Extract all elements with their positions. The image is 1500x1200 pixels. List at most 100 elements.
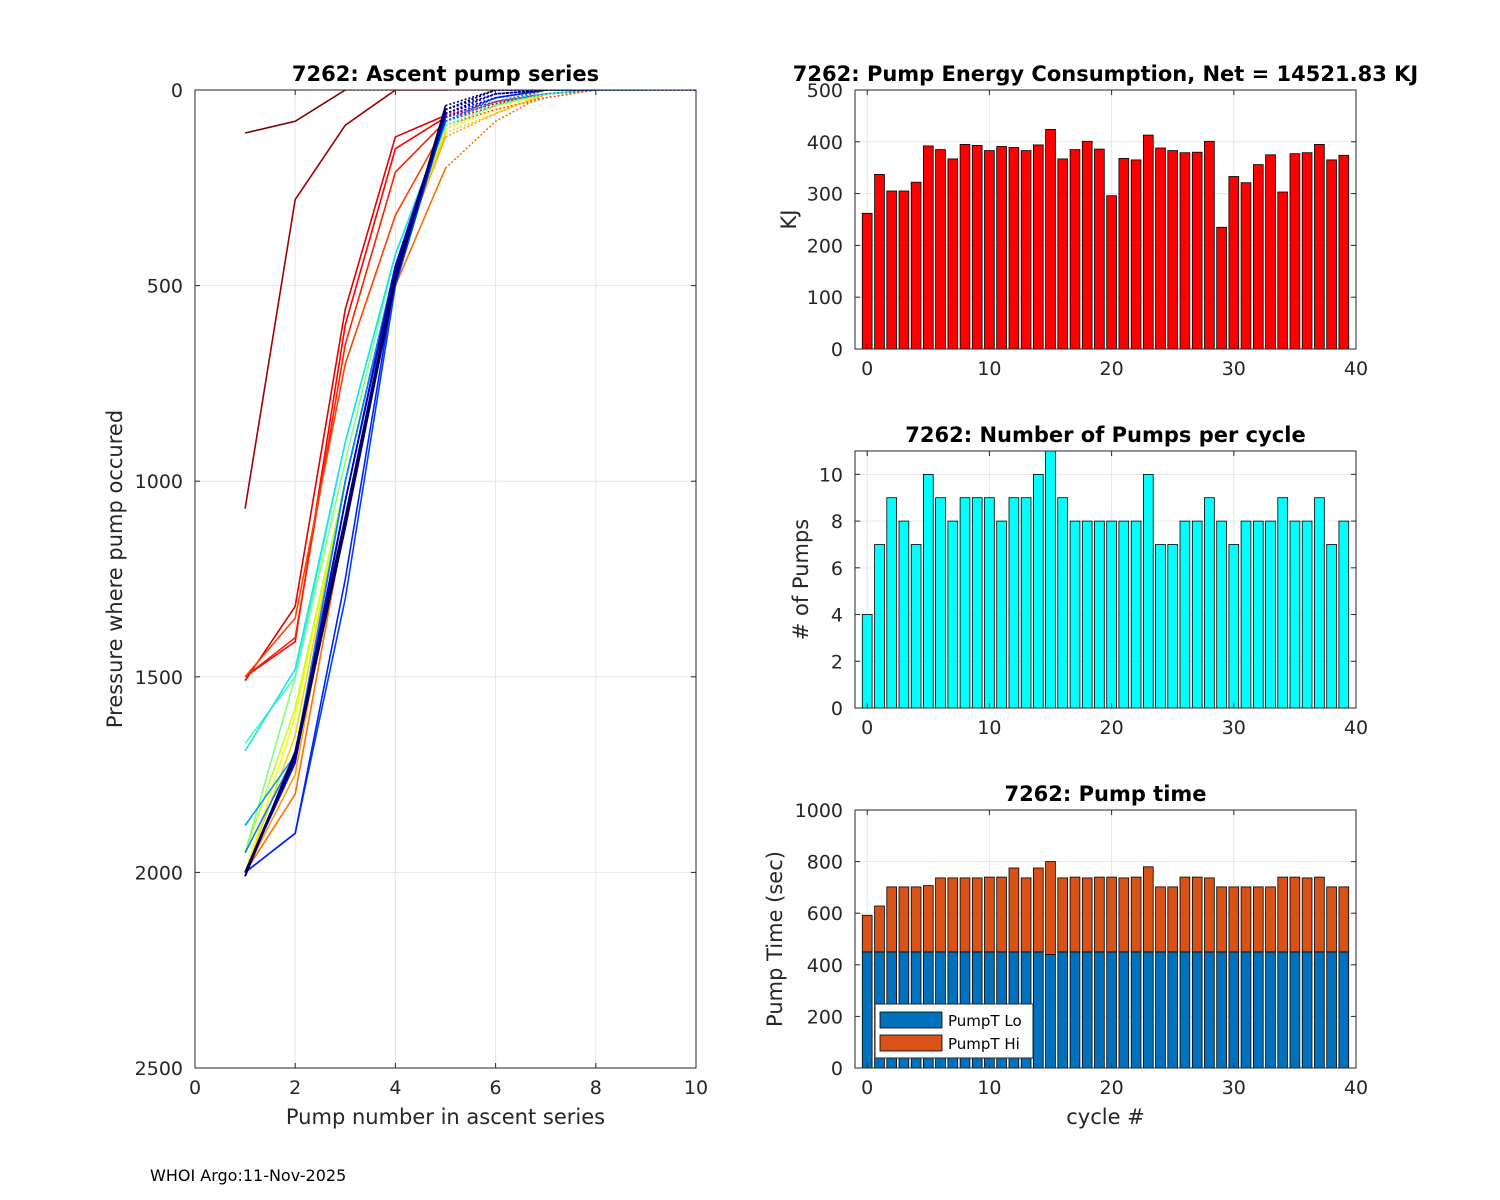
- bar-hi-cycle-34: [1277, 876, 1289, 953]
- y-tick-label: 500: [147, 276, 183, 298]
- y-tick-label: 600: [807, 903, 843, 925]
- y-tick-label: 800: [807, 852, 843, 874]
- bar-lo-cycle-21: [1118, 951, 1130, 1069]
- y-axis-label: KJ: [777, 210, 801, 230]
- y-tick-label: 0: [171, 80, 183, 102]
- bar-lo-cycle-22: [1130, 951, 1142, 1069]
- x-tick-label: 30: [1222, 717, 1246, 739]
- legend-swatch: [879, 1011, 943, 1029]
- series-line-dotted-cycle-5: [445, 90, 696, 126]
- x-tick-label: 10: [684, 1077, 708, 1099]
- bar-lo-cycle-35: [1289, 951, 1301, 1069]
- bar-cycle-32: [1253, 164, 1264, 350]
- bar-cycle-25: [1167, 150, 1179, 350]
- bar-cycle-5: [923, 473, 934, 709]
- bar-hi-cycle-14: [1033, 867, 1044, 953]
- bar-cycle-13: [1020, 497, 1032, 709]
- y-tick-label: 2000: [135, 862, 183, 884]
- x-tick-label: 6: [490, 1077, 502, 1099]
- bar-cycle-31: [1240, 182, 1252, 350]
- axes-frame: [854, 89, 1357, 350]
- bar-hi-cycle-31: [1240, 886, 1252, 953]
- bar-cycle-30: [1228, 176, 1240, 350]
- bar-cycle-19: [1094, 520, 1105, 709]
- bar-hi-cycle-27: [1191, 876, 1203, 953]
- y-tick-label: 2: [831, 651, 843, 673]
- bar-lo-cycle-0: [861, 951, 873, 1069]
- chart-title: 7262: Ascent pump series: [292, 62, 599, 86]
- y-tick-label: 400: [807, 132, 843, 154]
- bar-hi-cycle-21: [1118, 877, 1130, 953]
- bar-hi-cycle-36: [1301, 877, 1313, 953]
- bar-hi-cycle-4: [910, 886, 922, 953]
- bar-cycle-36: [1301, 152, 1313, 350]
- bar-hi-cycle-6: [935, 877, 946, 953]
- bar-hi-cycle-3: [898, 886, 910, 953]
- y-tick-label: 10: [819, 464, 843, 486]
- bar-lo-cycle-15: [1045, 954, 1056, 1069]
- bar-hi-cycle-15: [1045, 861, 1056, 955]
- bar-hi-cycle-30: [1228, 886, 1240, 953]
- x-tick-label: 8: [590, 1077, 602, 1099]
- bar-hi-cycle-25: [1167, 886, 1179, 953]
- y-tick-label: 0: [831, 1058, 843, 1080]
- y-tick-label: 100: [807, 287, 843, 309]
- bar-cycle-4: [910, 544, 922, 709]
- bar-cycle-29: [1216, 226, 1227, 350]
- y-tick-label: 500: [807, 80, 843, 102]
- bar-cycle-38: [1326, 159, 1337, 350]
- legend-label: PumpT Hi: [948, 1035, 1020, 1053]
- bar-cycle-34: [1277, 497, 1289, 709]
- bar-cycle-27: [1191, 520, 1203, 709]
- series-line-dotted-cycle-11: [445, 90, 596, 126]
- bar-lo-cycle-32: [1253, 951, 1264, 1069]
- series-line-cycle-4: [244, 120, 447, 678]
- bar-cycle-14: [1033, 144, 1044, 350]
- axes-frame: [194, 89, 697, 1069]
- bar-cycle-15: [1045, 128, 1056, 350]
- bar-hi-cycle-28: [1204, 877, 1215, 953]
- bar-cycle-31: [1240, 520, 1252, 709]
- bar-cycle-39: [1338, 154, 1350, 350]
- series-line-cycle-13: [244, 121, 447, 752]
- bar-hi-cycle-2: [886, 886, 897, 953]
- x-tick-label: 30: [1222, 358, 1246, 380]
- bar-hi-cycle-10: [984, 876, 995, 953]
- legend-label: PumpT Lo: [948, 1012, 1022, 1030]
- bar-lo-cycle-16: [1057, 951, 1069, 1069]
- x-axis-label: Pump number in ascent series: [286, 1105, 605, 1129]
- y-tick-label: 6: [831, 558, 843, 580]
- y-tick-label: 0: [831, 339, 843, 361]
- series-line-cycle-0: [244, 90, 346, 134]
- x-tick-label: 20: [1100, 1077, 1124, 1099]
- y-tick-label: 300: [807, 184, 843, 206]
- bar-cycle-8: [959, 143, 971, 350]
- bar-lo-cycle-27: [1191, 951, 1203, 1069]
- bar-cycle-0: [861, 212, 873, 350]
- y-tick-label: 200: [807, 235, 843, 257]
- chart-title: 7262: Pump time: [1004, 782, 1206, 806]
- bar-lo-cycle-34: [1277, 951, 1289, 1069]
- bar-hi-cycle-5: [923, 885, 934, 953]
- y-tick-label: 8: [831, 511, 843, 533]
- bar-hi-cycle-16: [1057, 877, 1069, 953]
- bar-cycle-32: [1253, 520, 1264, 709]
- bar-lo-cycle-29: [1216, 951, 1227, 1069]
- y-tick-label: 1000: [135, 471, 183, 493]
- bar-hi-cycle-39: [1338, 886, 1350, 953]
- bar-cycle-19: [1094, 148, 1105, 350]
- bar-cycle-16: [1057, 158, 1069, 350]
- x-tick-label: 40: [1344, 1077, 1368, 1099]
- bar-lo-cycle-36: [1301, 951, 1313, 1069]
- bar-cycle-12: [1008, 497, 1020, 709]
- bar-hi-cycle-29: [1216, 886, 1227, 953]
- bar-hi-cycle-11: [996, 876, 1007, 953]
- bar-hi-cycle-35: [1289, 876, 1301, 953]
- x-tick-label: 0: [189, 1077, 201, 1099]
- x-tick-label: 10: [977, 358, 1001, 380]
- series-line-dotted-cycle-29: [445, 90, 546, 107]
- y-tick-label: 400: [807, 955, 843, 977]
- bar-hi-cycle-23: [1143, 866, 1154, 953]
- series-line-cycle-1: [244, 90, 446, 509]
